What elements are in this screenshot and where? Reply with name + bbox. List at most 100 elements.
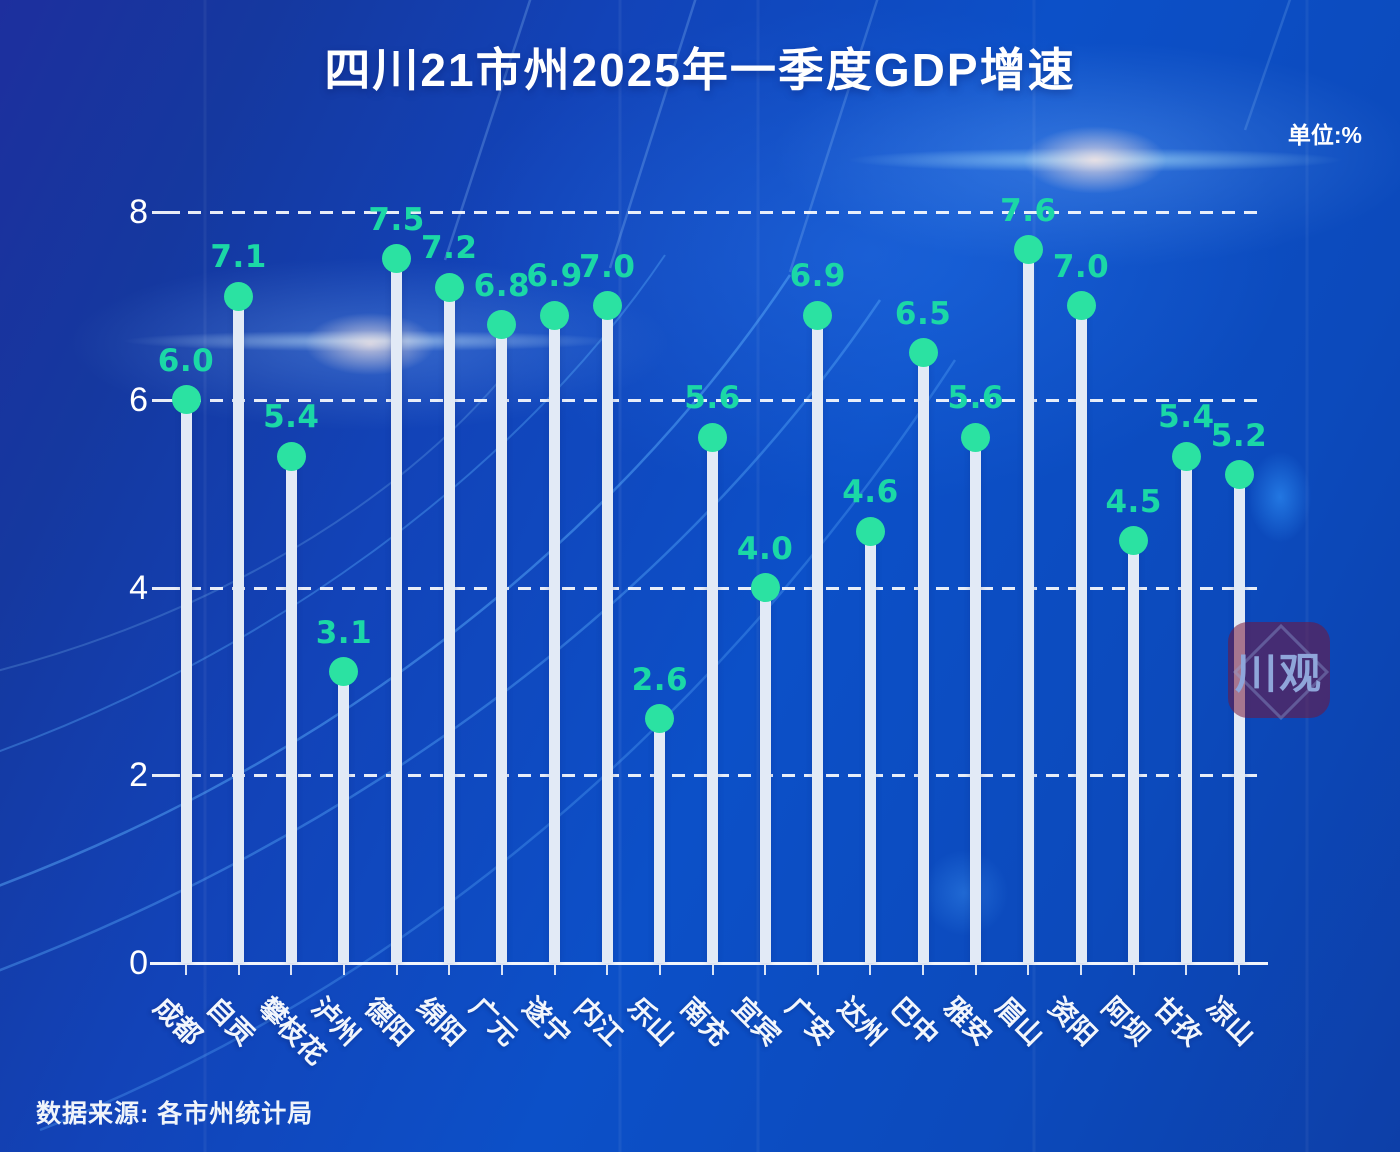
data-point [434,272,464,302]
data-point [961,422,991,452]
x-axis-tick [869,965,872,975]
x-axis-category-label: 乐山 [621,991,682,1052]
value-label: 6.8 [473,267,531,304]
bar [601,305,613,963]
x-axis-tick [237,965,240,975]
bar [654,718,666,963]
value-label: 4.6 [842,474,899,511]
x-axis-tick [553,965,556,975]
x-axis-category-label: 广安 [779,991,840,1052]
gridline-lead [152,211,180,214]
x-axis-category-label: 成都 [147,991,208,1052]
value-label: 6.9 [789,258,846,295]
x-axis-tick [606,965,609,975]
data-point [224,281,254,311]
x-axis-category-label: 广元 [463,991,524,1052]
value-label: 7.6 [1000,192,1057,229]
y-axis-tick-label: 0 [129,944,148,982]
x-axis-category-label: 遂宁 [516,991,576,1052]
x-axis-category-label: 内江 [569,991,629,1052]
data-point [487,310,517,340]
value-label: 7.0 [1052,248,1110,285]
data-point [1171,441,1201,471]
x-axis-tick [448,965,451,975]
x-axis-category-label: 眉山 [990,991,1050,1052]
data-point [329,657,359,687]
value-label: 2.6 [631,661,689,698]
x-axis-tick [500,965,503,975]
x-axis-category-label: 凉山 [1200,991,1261,1052]
data-point [750,573,780,602]
data-point [908,338,938,368]
x-axis-category-label: 南充 [674,991,734,1052]
data-point [276,441,306,471]
y-axis-tick-label: 6 [129,380,148,419]
x-axis-category-label: 甘孜 [1148,991,1208,1052]
data-point [1013,235,1043,265]
x-axis-tick [1185,965,1188,975]
x-axis-category-label: 雅安 [937,991,997,1052]
bar [443,287,455,963]
y-axis-tick-label: 4 [129,568,148,607]
unit-label: 单位:% [1287,122,1362,148]
chart-title: 四川21市州2025年一季度GDP增速 [324,44,1076,96]
bar [285,456,297,963]
value-label: 6.0 [157,342,215,379]
bar [496,324,508,963]
x-axis-line [150,962,1268,965]
gridline-dashed [188,398,1262,402]
value-label: 6.5 [894,295,952,332]
x-axis-category-label: 巴中 [884,991,945,1052]
data-point [592,291,622,321]
x-axis-category-label: 阿坝 [1095,991,1155,1052]
x-axis-tick [764,965,767,975]
bar [1022,249,1034,963]
bar [391,258,403,963]
bar [180,399,192,963]
gridline-dashed [188,774,1262,778]
x-axis-tick [1132,965,1135,975]
value-label: 5.6 [947,380,1004,417]
x-axis-category-label: 宜宾 [726,991,787,1052]
bar [233,296,245,963]
x-axis-tick [395,965,398,975]
x-axis-tick [342,965,345,975]
x-axis-category-label: 自贡 [200,991,260,1052]
bar [1233,474,1245,963]
chuanguan-logo: 川观 [1228,622,1330,721]
bar [812,315,824,963]
bar [864,531,876,963]
value-label: 3.1 [315,614,373,651]
bar [338,671,350,963]
bar [1128,540,1140,963]
bar [1180,456,1192,963]
gridline-dashed [188,211,1262,214]
x-axis-tick [1027,965,1030,975]
x-axis-tick [185,965,187,975]
value-label: 5.2 [1210,417,1268,454]
y-axis-tick-label: 8 [129,193,148,231]
bar [1075,305,1087,963]
data-point [855,516,885,546]
x-axis-category-label: 德阳 [358,991,418,1052]
bar [970,437,982,963]
gridline-dashed [188,586,1262,590]
gridline-lead [152,398,180,402]
data-point [1224,460,1254,490]
value-label: 4.5 [1105,483,1162,520]
x-axis-category-label: 资阳 [1042,991,1103,1052]
value-label: 5.4 [263,399,320,436]
value-label: 6.9 [526,258,583,295]
x-axis-category-label: 达州 [832,991,892,1052]
data-point [645,704,675,734]
bar [707,437,718,963]
data-source-label: 数据来源: 各市州统计局 [36,1100,314,1128]
data-point [1066,291,1096,321]
data-point [382,244,412,274]
value-label: 4.0 [736,530,794,567]
value-label: 7.0 [578,248,636,285]
data-point [803,300,833,330]
value-label: 5.6 [684,380,741,417]
x-axis-category-label: 绵阳 [411,991,471,1052]
value-label: 7.2 [421,230,478,267]
